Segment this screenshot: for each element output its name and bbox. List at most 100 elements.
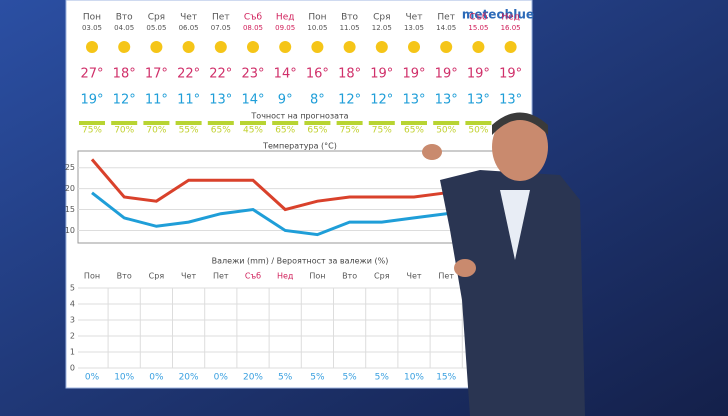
day-name: Пет — [437, 13, 455, 23]
accuracy-label: 50% — [436, 126, 456, 136]
y-tick-label: 0 — [70, 364, 75, 373]
day-date: 15.05 — [468, 24, 488, 32]
max-temp: 14° — [274, 67, 297, 82]
y-tick-label: 5 — [70, 284, 75, 293]
probability-label: 20% — [179, 373, 199, 383]
x-tick-label: Сря — [374, 272, 390, 281]
day-name: Нед — [276, 13, 295, 23]
x-tick-label: Сря — [149, 272, 165, 281]
min-temp: 13° — [435, 93, 458, 108]
accuracy-bar — [143, 121, 170, 125]
day-name: Сря — [373, 13, 390, 23]
accuracy-bar — [207, 121, 234, 125]
probability-label: 5% — [375, 373, 390, 383]
x-tick-label: Пон — [84, 272, 100, 281]
max-temp: 19° — [467, 67, 490, 82]
accuracy-label: 65% — [275, 126, 295, 136]
weather-icon — [440, 41, 453, 53]
weather-icon — [118, 41, 131, 53]
max-temp: 17° — [145, 67, 168, 82]
presenter-shirt — [500, 190, 530, 260]
day-name: Чет — [180, 13, 197, 23]
presenter-hand — [454, 259, 476, 277]
day-name: Чет — [406, 13, 423, 23]
temperature-line — [90, 158, 479, 212]
min-temp: 9° — [278, 93, 293, 108]
day-date: 04.05 — [114, 24, 134, 32]
brand: meteoblue — [462, 8, 534, 22]
day-name: Съб — [469, 13, 488, 23]
day-date: 16.05 — [501, 24, 521, 32]
day-name: Съб — [244, 13, 263, 23]
weather-icon — [504, 41, 517, 53]
accuracy-bar — [240, 121, 266, 125]
day-date: 03.05 — [82, 24, 102, 32]
weather-icon — [279, 41, 292, 53]
y-tick-label: 4 — [70, 300, 75, 309]
min-temp: 12° — [370, 93, 393, 108]
max-temp: 19° — [402, 67, 425, 82]
min-temp: 12° — [113, 93, 136, 108]
min-temp: 13° — [402, 93, 425, 108]
probability-label: 10% — [404, 373, 424, 383]
probability-label: 5% — [310, 373, 325, 383]
y-tick-label: 25 — [65, 163, 75, 172]
max-temp: 19° — [435, 67, 458, 82]
min-temp: 11° — [145, 93, 168, 108]
accuracy-label: 75% — [372, 126, 392, 136]
accuracy-bar — [304, 121, 331, 125]
accuracy-bar — [272, 121, 299, 125]
min-temp: 13° — [209, 93, 232, 108]
probability-label: 15% — [436, 373, 456, 383]
y-tick-label: 20 — [65, 184, 75, 193]
weather-icon — [375, 41, 388, 53]
y-tick-label: 15 — [65, 205, 75, 214]
accuracy-bar — [465, 121, 492, 125]
presenter — [422, 112, 585, 416]
y-tick-label: 10 — [65, 226, 75, 235]
accuracy-title: Точност на прогнозата — [250, 112, 348, 121]
presenter-hair — [492, 112, 548, 135]
accuracy-label: 50% — [468, 126, 488, 136]
probability-label: 0% — [149, 373, 164, 383]
weather-icon — [86, 41, 98, 53]
accuracy-bar — [336, 121, 363, 125]
accuracy-bar — [79, 121, 105, 125]
min-temp: 14° — [241, 93, 264, 108]
day-date: 06.05 — [179, 24, 199, 32]
x-tick-label: Вто — [117, 272, 132, 281]
y-tick-label: 1 — [70, 348, 75, 357]
day-date: 14.05 — [436, 24, 456, 32]
accuracy-label: 45% — [243, 126, 263, 136]
max-temp: 22° — [209, 67, 232, 82]
day-date: 09.05 — [275, 24, 295, 32]
max-temp: 19° — [370, 67, 393, 82]
presenter-hand — [422, 144, 442, 160]
probability-label: 0% — [214, 373, 229, 383]
weather-icon — [182, 41, 195, 53]
x-tick-label: Пон — [309, 272, 325, 281]
accuracy-label: 55% — [179, 126, 199, 136]
day-name: Пон — [83, 13, 101, 23]
day-name: Нед — [501, 13, 520, 23]
probability-label: 5% — [342, 373, 357, 383]
accuracy-label: 65% — [211, 126, 231, 136]
min-temp: 12° — [338, 93, 361, 108]
accuracy-label: 65% — [404, 126, 424, 136]
day-name: Вто — [341, 13, 358, 23]
max-temp: 18° — [338, 67, 361, 82]
weather-icon — [311, 41, 324, 53]
day-date: 08.05 — [243, 24, 263, 32]
accuracy-bar — [111, 121, 138, 125]
day-date: 07.05 — [211, 24, 231, 32]
x-tick-label: Пет — [213, 272, 229, 281]
day-name: Пет — [212, 13, 230, 23]
day-name: Сря — [148, 13, 165, 23]
accuracy-label: 65% — [307, 126, 327, 136]
accuracy-label: 70% — [114, 126, 134, 136]
weather-icon — [343, 41, 356, 53]
max-temp: 16° — [306, 67, 329, 82]
accuracy-bar — [401, 121, 427, 125]
min-temp: 19° — [80, 93, 103, 108]
